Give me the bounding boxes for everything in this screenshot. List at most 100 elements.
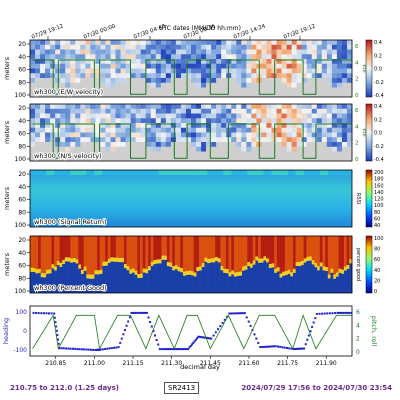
heat-cell [336,137,343,143]
heat-cell [341,54,348,60]
heat-cell [185,151,192,157]
colorbar-tick: -0.4 [374,157,384,163]
heat-cell [160,113,167,119]
heat-cell [175,73,182,79]
heat-cell [175,59,182,65]
heat-cell [100,108,106,114]
heat-cell [135,118,141,124]
heat-cell [150,82,157,88]
heat-cell [45,142,51,148]
heat-cell [316,113,323,119]
heat-cell [266,82,272,88]
heat-cell [306,156,313,162]
heat-cell [100,146,106,152]
pg-mid [239,271,243,276]
heading-point [175,348,178,351]
pg-mid [290,272,294,277]
heat-cell [90,78,96,84]
heading-point [120,337,123,340]
heat-cell [145,156,152,162]
heat-cell [231,123,237,129]
heat-cell [120,54,126,60]
heat-cell [331,44,338,50]
heat-cell [246,108,252,114]
pg-high [67,236,71,258]
heading-point [188,346,191,349]
heat-cell [316,132,323,138]
heat-cell [311,108,318,114]
heat-cell [75,142,81,148]
heat-cell [201,118,207,124]
heat-cell [170,49,177,55]
heat-cell [165,151,172,157]
heat-cell [341,151,348,157]
heat-cell [281,92,287,98]
pg-mid [341,269,345,274]
pg-low [236,276,240,293]
heat-cell [85,104,91,110]
heat-cell [110,63,116,69]
heat-cell [261,113,267,119]
heat-cell [281,54,287,60]
heat-cell [105,92,111,98]
heat-cell [251,40,257,46]
heat-cell [291,78,297,84]
colorbar-tick: 40 [374,223,380,229]
pg-low [199,270,203,293]
pg-low [54,270,58,293]
heat-cell [170,113,177,119]
heat-cell [191,78,197,84]
heading-point [323,312,326,315]
pitch-roll-line [32,314,352,350]
heat-cell [331,104,338,110]
plot-frame [29,235,353,294]
heat-cell [251,146,257,152]
heat-cell [236,123,242,129]
heading-point [208,337,211,340]
overlay-tick: 6 [355,44,359,50]
heat-cell [216,82,222,88]
pg-mid [48,269,52,274]
heading-point [132,311,135,314]
heat-cell [196,132,202,138]
heading-point [311,325,314,328]
heat-cell [70,68,76,74]
pg-low [97,274,101,293]
pg-high [244,236,248,266]
heat-cell [301,127,308,133]
heat-cell [175,127,182,133]
overlay-tick: 2 [355,77,359,83]
heat-cell [306,49,313,55]
y-axis-label: meters [3,120,11,144]
heat-cell [261,92,267,98]
pg-mid [295,262,299,266]
pg-high [75,236,79,260]
heat-cell [306,68,313,74]
heat-cell [120,151,126,157]
heat-cell [150,92,157,98]
heat-cell [125,49,131,55]
heat-cell [261,118,267,124]
pg-high [225,236,229,270]
heat-cell [170,146,177,152]
pg-low [271,267,275,293]
pitch-roll-tick: 2 [356,336,360,343]
pg-low [279,277,283,293]
heat-cell [326,123,333,129]
heat-cell [191,82,197,88]
heat-cell [206,82,212,88]
heat-cell [206,40,212,46]
heat-cell [105,113,111,119]
heat-cell [336,87,343,93]
heat-cell [286,137,292,143]
colorbar-tick: -0.2 [374,80,384,86]
heat-cell [120,123,126,129]
pg-low [158,263,162,293]
heat-cell [286,156,292,162]
heat-cell [206,54,212,60]
colorbar-tick: 0.2 [374,53,382,59]
heat-cell [201,44,207,50]
heat-cell [216,113,222,119]
